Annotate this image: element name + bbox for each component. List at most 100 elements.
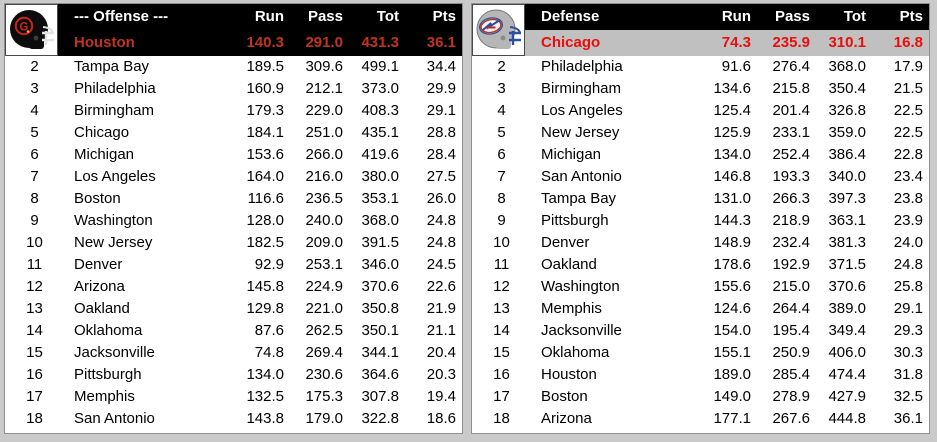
rank-cell: 12: [493, 278, 510, 295]
run-cell: 87.6: [254, 322, 284, 339]
pts-cell: 18.6: [426, 410, 456, 427]
offense-rows: 2 Tampa Bay 189.5 309.6 499.1 34.4 3 Philadelph…: [5, 56, 462, 430]
rank-cell: 14: [26, 322, 43, 339]
pass-cell: 224.9: [305, 278, 343, 295]
col-header-run[interactable]: Run: [721, 8, 751, 25]
pass-cell: 285.4: [772, 366, 810, 383]
tot-cell: 344.1: [361, 344, 399, 361]
pass-cell: 195.4: [772, 322, 810, 339]
team-cell: Arizona: [541, 410, 592, 427]
team-cell: Washington: [541, 278, 620, 295]
pts-cell: 29.9: [426, 80, 456, 97]
run-cell: 116.6: [247, 190, 284, 207]
team-cell: Memphis: [74, 388, 135, 405]
pass-cell: 233.1: [772, 124, 810, 141]
rank-cell: 4: [30, 102, 39, 119]
rank-cell: 4: [497, 102, 506, 119]
rank-cell: 15: [26, 344, 43, 361]
rank-cell: 8: [30, 190, 39, 207]
rank-cell: 9: [497, 212, 506, 229]
run-cell: 92.9: [254, 256, 284, 273]
table-row: 9 Washington 128.0 240.0 368.0 24.8: [5, 210, 462, 232]
table-row: 7 Los Angeles 164.0 216.0 380.0 27.5: [5, 166, 462, 188]
col-header-run[interactable]: Run: [254, 8, 284, 25]
team-cell: San Antonio: [541, 168, 622, 185]
tot-cell: 368.0: [361, 212, 399, 229]
table-row: 17 Boston 149.0 278.9 427.9 32.5: [472, 386, 929, 408]
offense-title: --- Offense ---: [74, 8, 169, 25]
run-cell: 132.5: [246, 388, 284, 405]
team-cell: San Antonio: [74, 410, 155, 427]
pts-cell: 31.8: [893, 366, 923, 383]
pass-cell: 218.9: [772, 212, 810, 229]
rank-cell: 13: [493, 300, 510, 317]
table-row: 6 Michigan 134.0 252.4 386.4 22.8: [472, 144, 929, 166]
tot-cell: 380.0: [361, 168, 399, 185]
pts-cell: 17.9: [893, 58, 923, 75]
pass-cell: 201.4: [772, 102, 810, 119]
run-cell: 146.8: [713, 168, 751, 185]
pts-cell: 34.4: [426, 58, 456, 75]
pass-cell: 266.0: [305, 146, 343, 163]
table-row: 2 Tampa Bay 189.5 309.6 499.1 34.4: [5, 56, 462, 78]
pass-cell: 278.9: [772, 388, 810, 405]
table-row: 15 Jacksonville 74.8 269.4 344.1 20.4: [5, 342, 462, 364]
col-header-pass[interactable]: Pass: [307, 8, 343, 25]
table-row: 11 Oakland 178.6 192.9 371.5 24.8: [472, 254, 929, 276]
rank-cell: 3: [30, 80, 39, 97]
pts-cell: 23.9: [893, 212, 923, 229]
col-header-tot[interactable]: Tot: [843, 8, 866, 25]
col-header-pts[interactable]: Pts: [432, 8, 456, 25]
pass-cell: 251.0: [305, 124, 343, 141]
rank-cell: 16: [493, 366, 510, 383]
col-header-pts[interactable]: Pts: [899, 8, 923, 25]
col-header-tot[interactable]: Tot: [376, 8, 399, 25]
tot-cell: 307.8: [361, 388, 399, 405]
tot-cell: 435.1: [361, 124, 399, 141]
run-cell: 149.0: [713, 388, 751, 405]
table-row: 5 New Jersey 125.9 233.1 359.0 22.5: [472, 122, 929, 144]
tot-cell: 381.3: [828, 234, 866, 251]
run-cell: 91.6: [721, 58, 751, 75]
team-cell: Houston: [541, 366, 597, 383]
run-cell: 144.3: [713, 212, 751, 229]
pass-cell: 230.6: [305, 366, 343, 383]
tot-cell: 364.6: [361, 366, 399, 383]
pass-cell: 240.0: [305, 212, 343, 229]
pass-cell: 235.9: [772, 34, 810, 51]
team-cell: Los Angeles: [541, 102, 623, 119]
tot-cell: 474.4: [828, 366, 866, 383]
team-cell: Oakland: [74, 300, 130, 317]
run-cell: 164.0: [246, 168, 284, 185]
pts-cell: 32.5: [893, 388, 923, 405]
team-cell: Michigan: [74, 146, 135, 163]
run-cell: 155.6: [713, 278, 751, 295]
team-cell: Arizona: [74, 278, 125, 295]
run-cell: 182.5: [246, 234, 284, 251]
pass-cell: 269.4: [305, 344, 343, 361]
rank-cell: 13: [26, 300, 43, 317]
tot-cell: 350.4: [828, 80, 866, 97]
table-row: 12 Arizona 145.8 224.9 370.6 22.6: [5, 276, 462, 298]
table-row: 14 Oklahoma 87.6 262.5 350.1 21.1: [5, 320, 462, 342]
tot-cell: 389.0: [828, 300, 866, 317]
pass-cell: 192.9: [772, 256, 810, 273]
rank-cell: 18: [493, 410, 510, 427]
team-cell: Oklahoma: [541, 344, 610, 361]
rank-cell: 6: [30, 146, 39, 163]
table-row: 9 Pittsburgh 144.3 218.9 363.1 23.9: [472, 210, 929, 232]
pts-cell: 24.5: [426, 256, 456, 273]
team-cell: Jacksonville: [74, 344, 155, 361]
pass-cell: 212.1: [305, 80, 343, 97]
team-cell: Denver: [541, 234, 590, 251]
rank-cell: 7: [30, 168, 39, 185]
team-cell: Philadelphia: [74, 80, 156, 97]
table-row: 7 San Antonio 146.8 193.3 340.0 23.4: [472, 166, 929, 188]
pass-cell: 253.1: [305, 256, 343, 273]
tot-cell: 350.1: [361, 322, 399, 339]
col-header-pass[interactable]: Pass: [774, 8, 810, 25]
run-cell: 131.0: [713, 190, 751, 207]
pass-cell: 215.8: [772, 80, 810, 97]
tot-cell: 363.1: [828, 212, 866, 229]
run-cell: 128.0: [246, 212, 284, 229]
